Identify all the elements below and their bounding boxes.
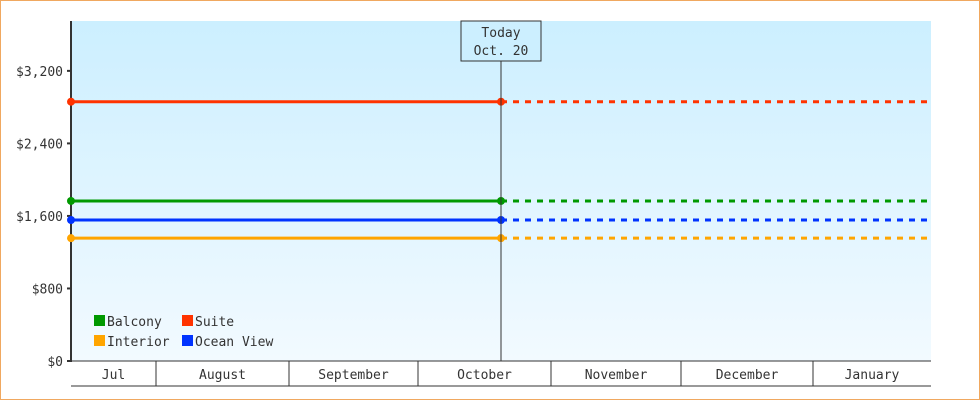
- y-tick-label: $1,600: [16, 210, 63, 225]
- legend-swatch: [94, 315, 105, 326]
- x-tick-label: September: [318, 368, 389, 383]
- x-tick-label: Jul: [102, 368, 125, 383]
- x-tick-label: November: [585, 368, 648, 383]
- data-point: [67, 216, 75, 225]
- x-tick-label: December: [716, 368, 779, 383]
- today-box: [460, 20, 542, 62]
- data-point: [67, 196, 75, 205]
- data-point: [67, 234, 75, 243]
- y-tick-label: $2,400: [16, 137, 63, 152]
- legend-label: Suite: [195, 315, 234, 330]
- today-label: Today: [481, 26, 520, 41]
- y-tick-label: $800: [32, 282, 63, 297]
- legend-label: Balcony: [107, 315, 162, 330]
- today-date: Oct. 20: [474, 44, 529, 59]
- legend: Balcony Suite Interior Ocean View: [94, 315, 273, 350]
- x-tick-label: August: [199, 368, 246, 383]
- legend-swatch: [182, 335, 193, 346]
- y-tick-label: $3,200: [16, 65, 63, 80]
- today-marker: Today Oct. 20: [460, 20, 542, 361]
- y-tick-label: $0: [47, 355, 63, 370]
- legend-swatch: [182, 315, 193, 326]
- data-point: [67, 97, 75, 106]
- legend-swatch: [94, 335, 105, 346]
- legend-label: Interior: [107, 335, 170, 350]
- x-tick-label: January: [845, 368, 900, 383]
- x-tick-label: October: [457, 368, 512, 383]
- legend-label: Ocean View: [195, 335, 273, 350]
